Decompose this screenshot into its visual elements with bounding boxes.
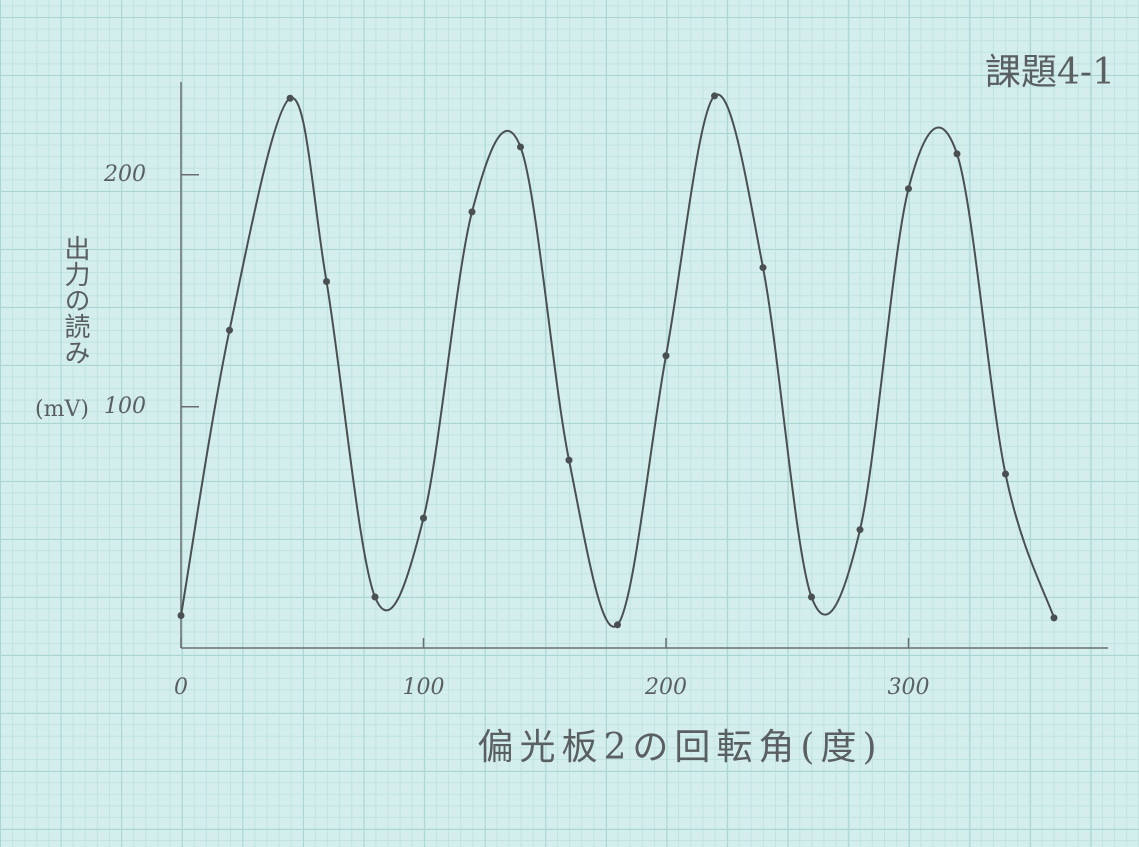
data-point <box>323 278 330 285</box>
y-axis-label: 出力の読み <box>60 235 90 365</box>
data-point <box>905 185 912 192</box>
x-axis-label: 偏光板2の回転角(度) <box>478 727 883 768</box>
chart: 課題4-1 偏光板2の回転角(度) 出力の読み (mV) 0 100 200 300 1… <box>0 0 1139 847</box>
data-point <box>469 208 476 215</box>
data-point <box>663 352 670 359</box>
data-point <box>711 92 718 99</box>
data-point <box>857 526 864 533</box>
y-axis-unit: (mV) <box>35 397 89 422</box>
x-tick-label: 200 <box>644 675 687 700</box>
y-tick-label: 200 <box>103 162 146 187</box>
data-point <box>178 612 185 619</box>
x-tick-label: 100 <box>403 675 445 700</box>
data-point <box>566 457 573 464</box>
data-point <box>808 593 815 600</box>
y-tick-label: 100 <box>104 394 146 419</box>
series-line <box>181 95 1054 627</box>
data-point <box>517 143 524 150</box>
data-point <box>420 515 427 522</box>
x-tick-label: 300 <box>888 675 930 700</box>
data-point <box>287 95 294 102</box>
data-point <box>372 593 379 600</box>
data-point <box>614 621 621 628</box>
data-point <box>226 327 233 334</box>
data-point <box>1002 471 1009 478</box>
chart-title: 課題4-1 <box>985 52 1115 93</box>
data-point <box>760 264 767 271</box>
data-point <box>1051 614 1058 621</box>
x-tick-label: 0 <box>174 675 188 700</box>
data-point <box>954 150 961 157</box>
